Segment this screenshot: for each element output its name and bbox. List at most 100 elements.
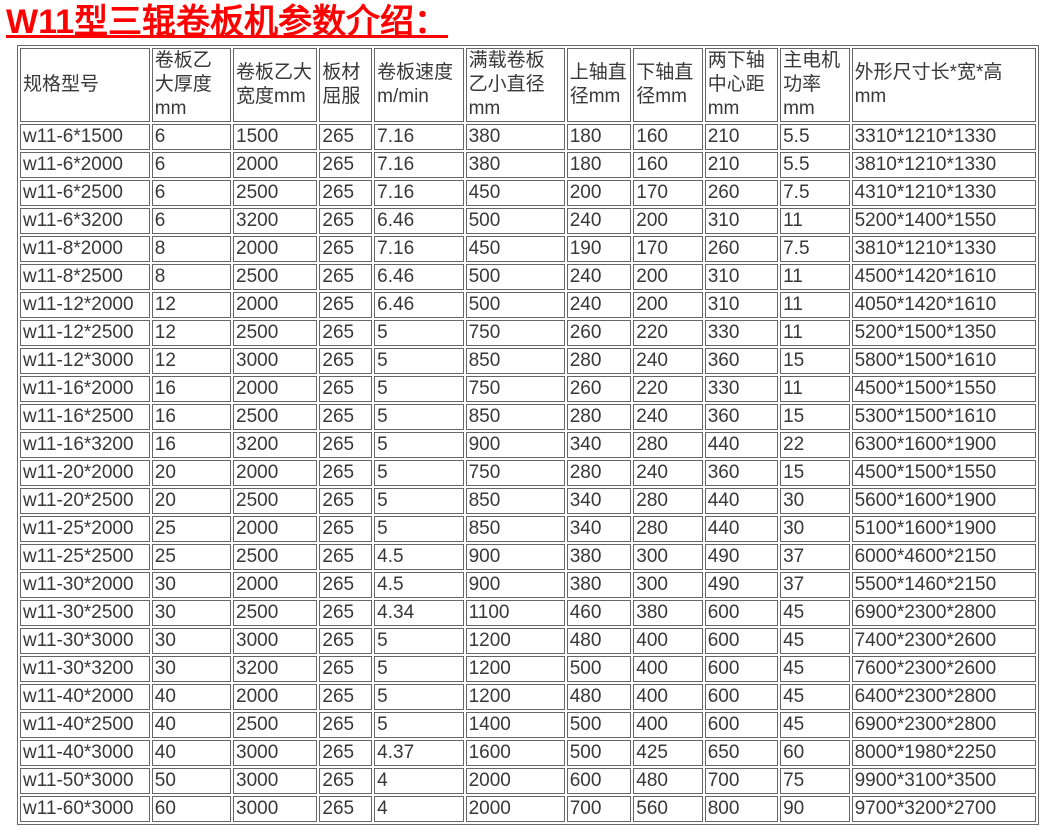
- cell-dimensions: 5300*1500*1610: [851, 404, 1036, 430]
- cell-rolling-speed: 5: [374, 348, 464, 374]
- cell-center-distance: 800: [704, 796, 779, 822]
- cell-max-width: 3200: [233, 208, 318, 234]
- table-row: w11-30*2000 30 2000 265 4.5 900 380 300 490 37 550…: [20, 572, 1036, 598]
- cell-motor-power: 11: [780, 208, 850, 234]
- cell-rolling-speed: 4.37: [374, 740, 464, 766]
- cell-upper-shaft-dia: 260: [566, 376, 632, 402]
- cell-center-distance: 330: [704, 320, 779, 346]
- cell-model: w11-20*2500: [20, 488, 150, 514]
- cell-motor-power: 15: [780, 460, 850, 486]
- cell-model: w11-12*3000: [20, 348, 150, 374]
- cell-dimensions: 6300*1600*1900: [851, 432, 1036, 458]
- cell-motor-power: 45: [780, 684, 850, 710]
- cell-motor-power: 5.5: [780, 152, 850, 178]
- cell-max-thickness: 20: [151, 488, 232, 514]
- cell-upper-shaft-dia: 280: [566, 404, 632, 430]
- table-row: w11-20*2000 20 2000 265 5 750 280 240 360 15 4500*…: [20, 460, 1036, 486]
- cell-rolling-speed: 7.16: [374, 152, 464, 178]
- table-row: w11-20*2500 20 2500 265 5 850 340 280 440 30 5600*…: [20, 488, 1036, 514]
- cell-rolling-speed: 7.16: [374, 124, 464, 150]
- specs-table: 规格型号 卷板乙大厚度mm 卷板乙大宽度mm 板材屈服 卷板速度m/min 满载卷板乙小直…: [17, 45, 1039, 825]
- cell-max-thickness: 12: [151, 348, 232, 374]
- cell-plate-yield: 265: [319, 488, 373, 514]
- cell-center-distance: 490: [704, 572, 779, 598]
- cell-min-diameter: 850: [465, 488, 565, 514]
- cell-center-distance: 210: [704, 152, 779, 178]
- cell-max-thickness: 16: [151, 376, 232, 402]
- cell-lower-shaft-dia: 425: [633, 740, 703, 766]
- cell-min-diameter: 450: [465, 236, 565, 262]
- table-row: w11-30*2500 30 2500 265 4.34 1100 460 380 600 45 6…: [20, 600, 1036, 626]
- cell-lower-shaft-dia: 280: [633, 488, 703, 514]
- cell-lower-shaft-dia: 170: [633, 236, 703, 262]
- cell-rolling-speed: 6.46: [374, 292, 464, 318]
- cell-max-thickness: 25: [151, 516, 232, 542]
- cell-min-diameter: 1200: [465, 684, 565, 710]
- cell-upper-shaft-dia: 180: [566, 124, 632, 150]
- table-row: w11-16*2500 16 2500 265 5 850 280 240 360 15 5300*…: [20, 404, 1036, 430]
- cell-dimensions: 5200*1400*1550: [851, 208, 1036, 234]
- cell-center-distance: 310: [704, 264, 779, 290]
- cell-center-distance: 490: [704, 544, 779, 570]
- cell-dimensions: 6900*2300*2800: [851, 600, 1036, 626]
- cell-lower-shaft-dia: 480: [633, 768, 703, 794]
- column-header-max-width: 卷板乙大宽度mm: [233, 48, 318, 122]
- cell-upper-shaft-dia: 340: [566, 516, 632, 542]
- cell-motor-power: 11: [780, 292, 850, 318]
- cell-motor-power: 45: [780, 656, 850, 682]
- cell-max-width: 2500: [233, 264, 318, 290]
- cell-max-width: 2000: [233, 460, 318, 486]
- cell-max-thickness: 25: [151, 544, 232, 570]
- cell-rolling-speed: 7.16: [374, 180, 464, 206]
- table-row: w11-30*3200 30 3200 265 5 1200 500 400 600 45 7600…: [20, 656, 1036, 682]
- column-header-upper-shaft-dia: 上轴直径mm: [566, 48, 632, 122]
- cell-max-thickness: 6: [151, 124, 232, 150]
- page-title: W11型三辊卷板机参数介绍：: [6, 3, 449, 41]
- cell-center-distance: 600: [704, 628, 779, 654]
- cell-motor-power: 11: [780, 264, 850, 290]
- cell-motor-power: 37: [780, 544, 850, 570]
- cell-motor-power: 45: [780, 712, 850, 738]
- cell-min-diameter: 380: [465, 152, 565, 178]
- cell-max-thickness: 8: [151, 236, 232, 262]
- cell-model: w11-16*3200: [20, 432, 150, 458]
- cell-dimensions: 5100*1600*1900: [851, 516, 1036, 542]
- cell-max-thickness: 6: [151, 152, 232, 178]
- cell-upper-shaft-dia: 500: [566, 712, 632, 738]
- cell-plate-yield: 265: [319, 236, 373, 262]
- cell-plate-yield: 265: [319, 432, 373, 458]
- cell-model: w11-25*2500: [20, 544, 150, 570]
- cell-max-width: 3000: [233, 348, 318, 374]
- cell-lower-shaft-dia: 240: [633, 348, 703, 374]
- cell-motor-power: 30: [780, 516, 850, 542]
- cell-upper-shaft-dia: 380: [566, 544, 632, 570]
- cell-max-width: 2000: [233, 292, 318, 318]
- cell-lower-shaft-dia: 220: [633, 320, 703, 346]
- cell-plate-yield: 265: [319, 544, 373, 570]
- cell-upper-shaft-dia: 460: [566, 600, 632, 626]
- cell-dimensions: 3810*1210*1330: [851, 152, 1036, 178]
- cell-max-width: 3000: [233, 796, 318, 822]
- cell-center-distance: 650: [704, 740, 779, 766]
- cell-upper-shaft-dia: 180: [566, 152, 632, 178]
- cell-plate-yield: 265: [319, 320, 373, 346]
- table-header-row: 规格型号 卷板乙大厚度mm 卷板乙大宽度mm 板材屈服 卷板速度m/min 满载卷板乙小直…: [20, 48, 1036, 122]
- cell-rolling-speed: 5: [374, 376, 464, 402]
- table-row: w11-12*2000 12 2000 265 6.46 500 240 200 310 11 40…: [20, 292, 1036, 318]
- cell-rolling-speed: 4: [374, 768, 464, 794]
- cell-model: w11-8*2000: [20, 236, 150, 262]
- cell-model: w11-60*3000: [20, 796, 150, 822]
- column-header-motor-power: 主电机功率mm: [780, 48, 850, 122]
- table-row: w11-40*2000 40 2000 265 5 1200 480 400 600 45 6400…: [20, 684, 1036, 710]
- cell-motor-power: 37: [780, 572, 850, 598]
- cell-lower-shaft-dia: 380: [633, 600, 703, 626]
- cell-model: w11-6*2000: [20, 152, 150, 178]
- column-header-min-diameter: 满载卷板乙小直径mm: [465, 48, 565, 122]
- cell-max-width: 2000: [233, 516, 318, 542]
- cell-lower-shaft-dia: 300: [633, 572, 703, 598]
- table-row: w11-16*2000 16 2000 265 5 750 260 220 330 11 4500*…: [20, 376, 1036, 402]
- cell-dimensions: 7400*2300*2600: [851, 628, 1036, 654]
- table-row: w11-6*2500 6 2500 265 7.16 450 200 170 260 7.5 431…: [20, 180, 1036, 206]
- cell-plate-yield: 265: [319, 124, 373, 150]
